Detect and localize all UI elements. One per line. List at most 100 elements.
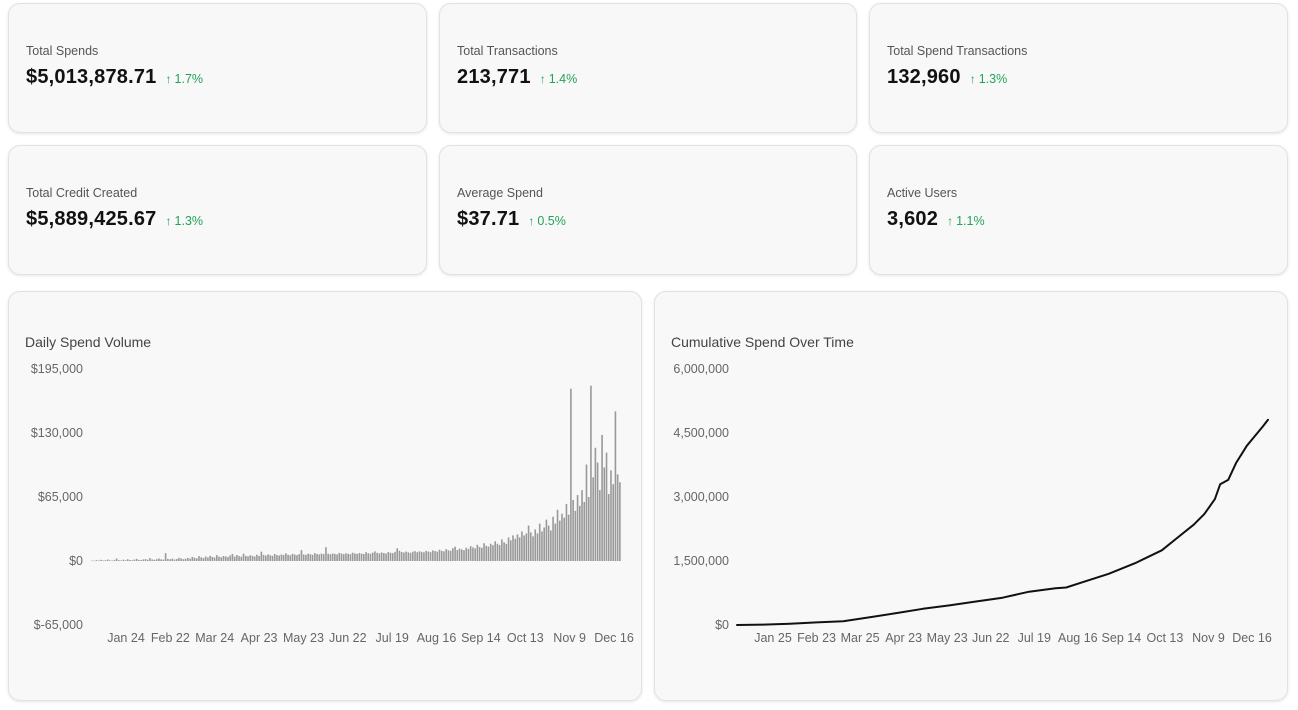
x-tick-label: Oct 13	[507, 631, 544, 645]
bar	[498, 545, 501, 561]
x-tick-label: Feb 22	[151, 631, 190, 645]
bar	[311, 554, 314, 561]
kpi-value: 213,771	[457, 66, 531, 88]
bar	[158, 558, 160, 561]
bar	[501, 539, 503, 561]
kpi-row: $5,013,878.71 ↑ 1.7%	[26, 66, 203, 89]
daily-spend-chart-card: Daily Spend Volume $195,000 $130,000 $65,0…	[8, 291, 642, 701]
kpi-label: Total Spend Transactions	[887, 44, 1028, 58]
kpi-delta: ↑ 1.1%	[947, 214, 985, 228]
bar	[447, 550, 450, 561]
bar	[171, 558, 174, 561]
bar	[543, 527, 545, 561]
bar	[503, 542, 505, 561]
bar	[518, 537, 521, 561]
x-tick-label: Aug 16	[417, 631, 457, 645]
bar	[478, 547, 481, 561]
bar	[516, 534, 519, 561]
bar	[563, 517, 566, 561]
kpi-value: 132,960	[887, 66, 961, 88]
kpi-delta: ↑ 1.3%	[970, 72, 1008, 86]
bar	[173, 559, 176, 561]
bar	[411, 551, 414, 561]
bar	[383, 553, 385, 561]
bar	[240, 556, 243, 561]
bar	[262, 554, 265, 561]
bar	[476, 544, 479, 561]
kpi-row: $5,889,425.67 ↑ 1.3%	[26, 208, 203, 231]
bar	[389, 552, 392, 561]
kpi-delta-value: 1.3%	[978, 72, 1008, 86]
bar	[233, 556, 236, 561]
bar	[307, 553, 309, 561]
kpi-delta-value: 1.3%	[174, 214, 204, 228]
bar	[391, 553, 394, 561]
bar	[358, 553, 361, 561]
bar	[249, 555, 252, 561]
bar	[211, 556, 214, 561]
bar	[187, 557, 189, 561]
bar	[534, 529, 537, 561]
kpi-row: $37.71 ↑ 0.5%	[457, 208, 566, 231]
chart-title: Daily Spend Volume	[25, 334, 152, 350]
kpi-card-total-spends: Total Spends $5,013,878.71 ↑ 1.7%	[8, 3, 427, 133]
bar	[541, 531, 543, 561]
bar	[507, 537, 510, 561]
kpi-card-average-spend: Average Spend $37.71 ↑ 0.5%	[439, 145, 857, 275]
bar	[231, 553, 234, 561]
kpi-delta: ↑ 0.5%	[528, 214, 566, 228]
bar	[280, 554, 283, 561]
bar	[200, 557, 203, 561]
kpi-delta-value: 1.4%	[548, 72, 578, 86]
bar	[454, 546, 456, 561]
bar	[496, 543, 499, 561]
bar	[592, 477, 594, 561]
daily-spend-bar-chart: $195,000 $130,000 $65,000 $0 $-65,000 Jan 24 F…	[31, 362, 634, 645]
bar	[458, 548, 461, 561]
arrow-up-icon: ↑	[947, 214, 954, 228]
bar	[554, 523, 557, 561]
bar	[465, 547, 468, 561]
bar	[527, 525, 530, 561]
bar	[485, 545, 488, 561]
x-tick-label: Mar 24	[195, 631, 234, 645]
kpi-row: 3,602 ↑ 1.1%	[887, 208, 985, 231]
bar	[106, 559, 109, 561]
bar	[481, 547, 483, 561]
bar	[463, 550, 465, 561]
bar	[300, 550, 303, 561]
bar	[189, 558, 191, 561]
bar	[594, 447, 597, 561]
bar	[298, 554, 301, 561]
y-tick-label: 3,000,000	[673, 490, 729, 504]
bar	[289, 555, 292, 561]
bar	[483, 543, 485, 561]
bar	[416, 552, 419, 561]
x-tick-label: Sep 14	[1102, 631, 1142, 645]
bar	[400, 551, 403, 561]
bar	[619, 482, 621, 561]
bar	[175, 559, 178, 561]
bar	[167, 558, 169, 561]
bar	[587, 497, 590, 561]
bar	[420, 551, 423, 561]
y-tick-label: $0	[69, 554, 83, 568]
x-tick-label: Nov 9	[553, 631, 586, 645]
bar	[385, 553, 387, 561]
chart-title: Cumulative Spend Over Time	[671, 334, 854, 350]
bar	[512, 535, 514, 561]
bar	[282, 554, 285, 561]
bar	[198, 556, 200, 561]
bar	[356, 553, 358, 561]
bar	[142, 559, 145, 561]
y-tick-label: 6,000,000	[673, 362, 729, 376]
bar	[329, 554, 332, 561]
bar	[342, 554, 345, 561]
bar	[331, 553, 334, 561]
kpi-label: Active Users	[887, 186, 958, 200]
bar	[360, 553, 363, 561]
bar	[153, 559, 156, 561]
bar	[242, 553, 245, 561]
bar	[260, 551, 263, 561]
bar	[599, 490, 601, 561]
